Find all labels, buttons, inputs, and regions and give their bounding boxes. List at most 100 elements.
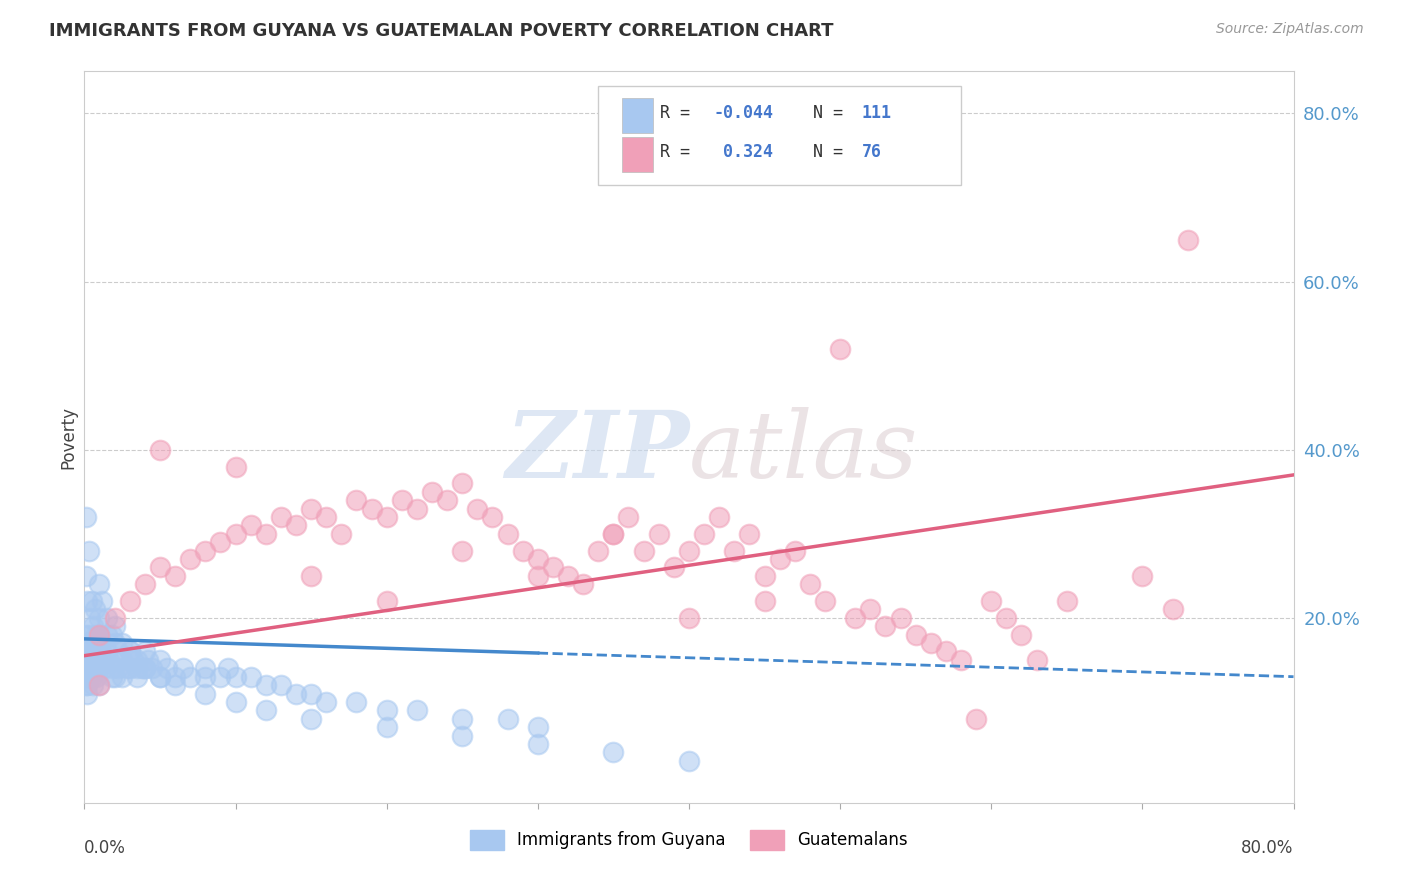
FancyBboxPatch shape: [623, 137, 652, 172]
Point: [149, 442, 172, 457]
Point: [678, 543, 700, 558]
Point: [100, 661, 122, 675]
Point: [84, 602, 107, 616]
Point: [91, 594, 114, 608]
Point: [1177, 233, 1199, 247]
Point: [512, 543, 534, 558]
Point: [225, 695, 247, 709]
Point: [995, 611, 1018, 625]
Point: [121, 653, 143, 667]
Text: ZIP: ZIP: [505, 407, 689, 497]
Point: [225, 670, 247, 684]
Point: [436, 493, 458, 508]
Point: [633, 543, 655, 558]
Point: [118, 594, 141, 608]
Point: [602, 745, 624, 759]
Text: N =: N =: [793, 103, 853, 121]
Point: [375, 720, 398, 734]
Point: [75, 569, 97, 583]
Point: [527, 720, 550, 734]
Point: [149, 670, 172, 684]
Point: [588, 543, 610, 558]
Point: [830, 342, 852, 356]
Point: [89, 577, 111, 591]
Point: [111, 670, 134, 684]
Point: [127, 653, 149, 667]
Point: [75, 510, 97, 524]
Text: -0.044: -0.044: [713, 103, 773, 121]
Point: [89, 611, 111, 625]
Point: [950, 653, 973, 667]
Point: [87, 636, 110, 650]
Point: [118, 644, 141, 658]
Point: [80, 661, 103, 675]
Point: [496, 712, 519, 726]
Point: [360, 501, 382, 516]
Point: [76, 636, 98, 650]
Point: [104, 636, 127, 650]
Point: [678, 754, 700, 768]
Point: [814, 594, 837, 608]
Point: [754, 569, 776, 583]
Point: [1025, 653, 1047, 667]
Point: [91, 636, 114, 650]
Point: [149, 670, 172, 684]
Point: [134, 577, 156, 591]
Point: [75, 678, 97, 692]
Point: [194, 661, 217, 675]
Point: [89, 644, 111, 658]
Point: [875, 619, 897, 633]
Point: [104, 653, 127, 667]
Point: [754, 594, 776, 608]
Point: [346, 695, 368, 709]
Point: [86, 627, 108, 641]
Point: [299, 712, 322, 726]
Point: [1011, 627, 1033, 641]
Point: [89, 678, 111, 692]
Text: 76: 76: [862, 144, 882, 161]
Point: [1130, 569, 1153, 583]
Point: [75, 670, 97, 684]
Point: [194, 686, 217, 700]
Text: 0.0%: 0.0%: [84, 839, 127, 857]
Legend: Immigrants from Guyana, Guatemalans: Immigrants from Guyana, Guatemalans: [464, 823, 914, 856]
Point: [572, 577, 595, 591]
Text: Source: ZipAtlas.com: Source: ZipAtlas.com: [1216, 22, 1364, 37]
Point: [935, 644, 957, 658]
Point: [76, 678, 98, 692]
Point: [118, 661, 141, 675]
Point: [82, 619, 104, 633]
Text: 80.0%: 80.0%: [1241, 839, 1294, 857]
Point: [965, 712, 987, 726]
Point: [76, 653, 98, 667]
FancyBboxPatch shape: [623, 98, 652, 133]
Point: [375, 510, 398, 524]
Point: [77, 644, 100, 658]
Point: [980, 594, 1002, 608]
Point: [84, 644, 107, 658]
Point: [527, 569, 550, 583]
Point: [209, 535, 232, 549]
Point: [80, 670, 103, 684]
Point: [165, 670, 187, 684]
Point: [104, 619, 127, 633]
Point: [134, 644, 156, 658]
Point: [467, 501, 489, 516]
Point: [285, 686, 308, 700]
Point: [84, 661, 107, 675]
Point: [141, 661, 163, 675]
Point: [79, 644, 101, 658]
Point: [77, 670, 100, 684]
Text: 0.324: 0.324: [713, 144, 773, 161]
Point: [678, 611, 700, 625]
Point: [89, 627, 111, 641]
Point: [127, 670, 149, 684]
Point: [527, 737, 550, 751]
Point: [496, 526, 519, 541]
Point: [127, 661, 149, 675]
Point: [96, 611, 118, 625]
Point: [346, 493, 368, 508]
Point: [104, 670, 127, 684]
Point: [451, 712, 474, 726]
Point: [96, 627, 118, 641]
